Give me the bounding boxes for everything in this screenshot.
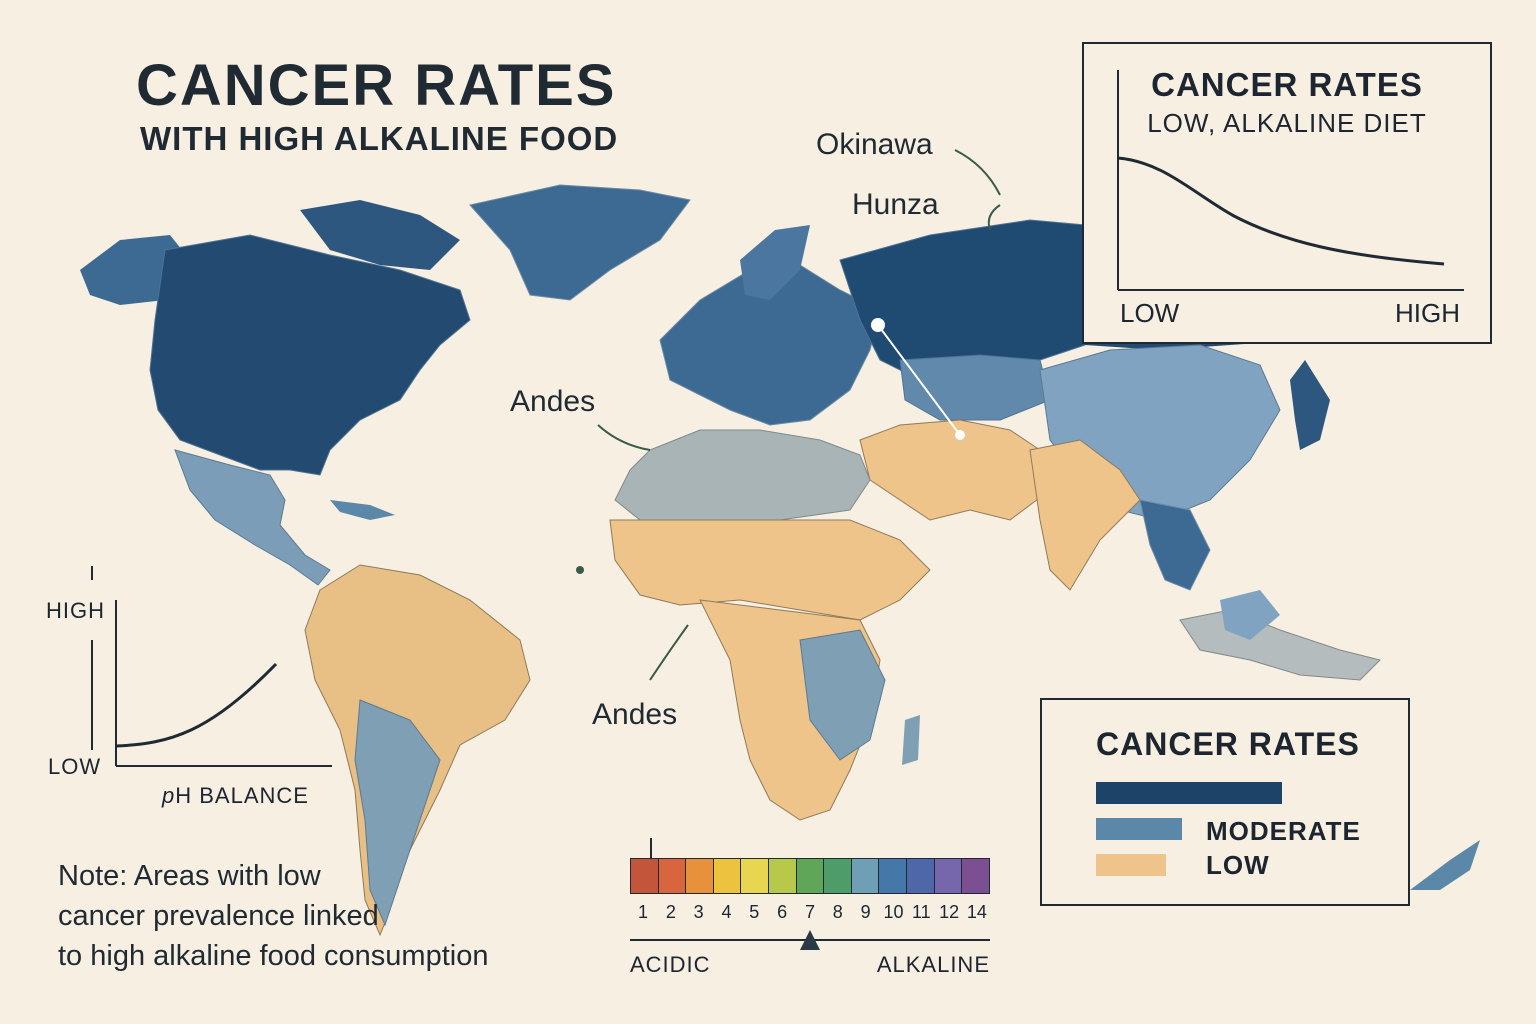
inset-x-high: HIGH	[1395, 298, 1460, 328]
ph-swatch	[795, 859, 824, 893]
ph-number: 8	[832, 902, 843, 922]
legend-swatch-high	[1096, 782, 1282, 804]
ph-swatch	[933, 859, 962, 893]
ph-number: 14	[966, 902, 987, 922]
ph-swatch	[768, 859, 796, 893]
ph-number: 7	[804, 902, 815, 922]
south-america-south	[354, 699, 441, 927]
ph-number: 1	[637, 902, 648, 922]
label-andes-north: Andes	[510, 385, 596, 418]
ph-alkaline-label: ALKALINE	[876, 952, 990, 977]
ph-swatch	[878, 859, 907, 893]
arctic-islands	[300, 200, 460, 270]
ph-number: 2	[665, 902, 676, 922]
legend-label-moderate: MODERATE	[1206, 816, 1361, 846]
legend-title: CANCER RATES	[1096, 726, 1360, 762]
ph-swatch	[823, 859, 851, 893]
madagascar	[902, 715, 920, 765]
label-andes-south: Andes	[592, 698, 678, 731]
label-hunza: Hunza	[852, 188, 939, 221]
ph-number: 10	[883, 902, 904, 922]
hunza-leader	[987, 204, 1001, 231]
africa-east	[799, 629, 886, 761]
se-asia	[1139, 499, 1211, 591]
ph-swatch	[906, 859, 934, 893]
new-zealand	[1410, 840, 1480, 890]
ph-color-bar	[630, 858, 990, 894]
ph-numbers: 1 2 3 4 5 6 7 8 9 10 11 12 14	[630, 902, 990, 923]
legend-label-low: LOW	[1206, 850, 1270, 880]
ph-swatch	[712, 859, 741, 893]
note-line-3: to high alkaline food consumption	[58, 940, 489, 972]
inset-x-low: LOW	[1120, 298, 1180, 328]
ph-scale-tick	[650, 838, 652, 858]
legend-swatch-moderate	[1096, 818, 1182, 840]
inset-curve	[1117, 156, 1445, 266]
caribbean	[330, 500, 395, 520]
andes-leader-south	[649, 624, 689, 681]
central-asia	[899, 354, 1051, 421]
ph-number: 12	[939, 902, 960, 922]
ph-swatch	[657, 859, 686, 893]
ph-marker-triangle	[800, 930, 820, 950]
ph-swatch	[685, 859, 713, 893]
ph-number: 5	[749, 902, 760, 922]
note: Note: Areas with low cancer prevalence l…	[58, 856, 488, 976]
ph-swatch	[740, 859, 769, 893]
note-line-1: Note: Areas with low	[58, 860, 321, 892]
inset-title: CANCER RATES	[1151, 66, 1423, 103]
indonesia	[1179, 609, 1381, 681]
ph-swatch	[961, 859, 989, 893]
ph-marker	[800, 930, 820, 950]
ph-number: 4	[721, 902, 732, 922]
ph-chart-xlabel-italic: p	[162, 783, 176, 808]
inset-subtitle: LOW, ALKALINE DIET	[1147, 108, 1427, 138]
marker-dot-top	[871, 318, 885, 332]
ph-chart-xlabel-rest: H BALANCE	[175, 783, 309, 808]
ph-number: 11	[911, 902, 931, 922]
ph-scale: 1 2 3 4 5 6 7 8 9 10 11 12 14 ACIDIC ALKALINE	[630, 838, 990, 978]
north-america	[149, 234, 471, 476]
ph-chart-low-label: LOW	[48, 754, 102, 779]
legend: CANCER RATES MODERATE LOW	[1040, 698, 1410, 906]
ph-number: 9	[860, 902, 871, 922]
ph-number: 6	[777, 902, 788, 922]
africa-north	[614, 429, 871, 521]
ph-balance-chart	[91, 566, 332, 767]
inset-chart-box: CANCER RATES LOW, ALKALINE DIET LOW HIGH	[1082, 42, 1492, 344]
island-dot	[576, 566, 584, 574]
central-america	[174, 449, 331, 586]
andes-leader-north	[597, 424, 651, 451]
ph-chart-high-label: HIGH	[46, 598, 105, 623]
scandinavia	[740, 225, 810, 300]
ph-number: 3	[693, 902, 704, 922]
ph-acidic-label: ACIDIC	[630, 952, 711, 977]
ph-swatch	[631, 859, 658, 893]
ph-chart-curve	[115, 662, 278, 748]
borneo	[1220, 590, 1280, 640]
label-okinawa: Okinawa	[816, 128, 933, 161]
marker-line	[877, 324, 961, 436]
okinawa-leader	[954, 149, 1001, 196]
marker-dot-bottom	[955, 430, 965, 440]
ph-chart-xlabel: pH BALANCE	[162, 783, 309, 809]
page-title: CANCER RATES	[136, 53, 617, 118]
india	[1029, 439, 1141, 591]
japan	[1290, 360, 1330, 450]
africa-west	[609, 519, 931, 621]
legend-swatch-low	[1096, 854, 1166, 876]
ph-swatch	[850, 859, 879, 893]
inset-curve-plot	[1117, 70, 1464, 291]
note-line-2: cancer prevalence linked	[58, 900, 379, 932]
page-subtitle: WITH HIGH ALKALINE FOOD	[140, 120, 619, 157]
greenland	[469, 184, 691, 301]
